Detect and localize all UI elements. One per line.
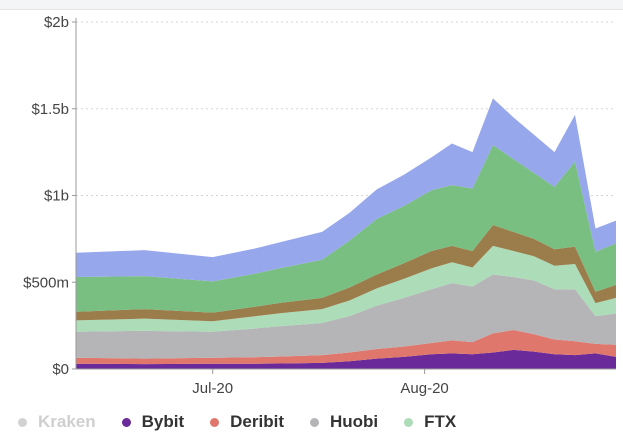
- legend-marker-icon: [404, 417, 414, 427]
- legend-label: FTX: [424, 412, 457, 431]
- legend-item-bybit[interactable]: Bybit: [121, 412, 185, 432]
- y-tick-label: $1.5b: [31, 101, 69, 118]
- x-tick-label: Jul-20: [192, 380, 233, 397]
- y-tick-label: $2b: [44, 14, 69, 31]
- legend-label: Bybit: [141, 412, 185, 431]
- legend-marker-icon: [18, 417, 27, 427]
- x-axis: Jul-20 Aug-20: [76, 368, 616, 397]
- area-bybit[interactable]: [76, 349, 616, 369]
- stacked-area-chart: $0 $500m $1b $1.5b $2b Jul-20 Aug-20: [23, 14, 616, 397]
- x-tick-label: Aug-20: [400, 380, 448, 397]
- legend-item-ftx[interactable]: FTX: [404, 412, 456, 432]
- y-tick-label: $1b: [44, 188, 69, 205]
- y-tick-label: $0: [52, 361, 69, 378]
- area-series-7[interactable]: [76, 98, 616, 282]
- area-deribit[interactable]: [76, 329, 616, 365]
- legend: Kraken Bybit Deribit Huobi FTX: [18, 412, 482, 432]
- legend-marker-icon: [309, 417, 319, 427]
- legend-label: Huobi: [329, 412, 379, 431]
- area-ftx[interactable]: [76, 245, 616, 332]
- area-series-6[interactable]: [76, 145, 616, 313]
- y-axis: $0 $500m $1b $1.5b $2b: [23, 14, 77, 378]
- legend-label: Kraken: [38, 412, 96, 431]
- area-series-group: [76, 98, 616, 369]
- legend-item-deribit[interactable]: Deribit: [210, 412, 284, 432]
- legend-item-kraken[interactable]: Kraken: [18, 412, 96, 432]
- area-huobi[interactable]: [76, 274, 616, 359]
- top-toolbar-strip: [0, 0, 623, 10]
- legend-label: Deribit: [230, 412, 284, 431]
- legend-marker-icon: [121, 417, 131, 427]
- area-series-5[interactable]: [76, 224, 616, 322]
- legend-item-huobi[interactable]: Huobi: [309, 412, 379, 432]
- y-tick-label: $500m: [23, 274, 69, 291]
- legend-marker-icon: [210, 417, 220, 427]
